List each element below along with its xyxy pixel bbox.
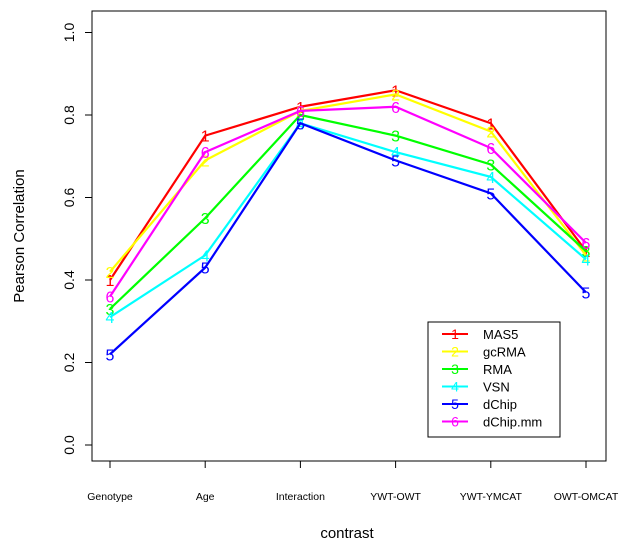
data-point-RMA: 3	[106, 302, 115, 319]
y-tick-label: 0.0	[61, 435, 77, 455]
series-line-gcRMA	[109, 93, 587, 273]
series-line-VSN	[109, 121, 587, 319]
data-point-dChip.mm: 6	[296, 104, 305, 121]
data-point-MAS5: 1	[296, 100, 305, 117]
data-point-dChip: 5	[391, 153, 400, 170]
legend: 1 MAS5 2 gcRMA 3 RMA 4 VSN 5 dChip 6 dChip.mm	[427, 321, 561, 438]
x-tick-label: OWT-OMCAT	[554, 491, 619, 503]
data-point-VSN: 4	[486, 170, 495, 187]
data-point-VSN: 4	[391, 145, 400, 162]
data-point-MAS5: 1	[582, 244, 591, 261]
legend-item-label: dChip	[483, 397, 517, 412]
data-point-dChip.mm: 6	[201, 145, 210, 162]
legend-item-label: VSN	[483, 380, 510, 395]
plot-frame	[91, 10, 607, 462]
data-point-gcRMA: 2	[201, 153, 210, 170]
x-tick-label: Age	[196, 491, 215, 503]
y-tick-label: 0.6	[61, 188, 77, 208]
legend-item-label: RMA	[483, 362, 512, 377]
legend-symbol: 3	[451, 361, 459, 377]
data-point-dChip: 5	[201, 261, 210, 278]
x-axis-title: contrast	[320, 525, 374, 542]
legend-symbol: 5	[451, 396, 459, 412]
data-point-RMA: 3	[296, 108, 305, 125]
data-point-MAS5: 1	[391, 83, 400, 100]
legend-box	[427, 321, 561, 438]
data-point-dChip: 5	[296, 116, 305, 133]
legend-symbol: 6	[451, 414, 459, 430]
legend-symbol: 2	[451, 344, 459, 360]
y-tick-label: 0.4	[61, 270, 77, 290]
x-tick-label: Genotype	[87, 491, 133, 503]
data-point-gcRMA: 2	[296, 104, 305, 121]
legend-item-label: dChip.mm	[483, 415, 542, 430]
y-tick-label: 0.8	[61, 105, 77, 125]
series-line-dChip	[109, 121, 587, 356]
x-tick-label: YWT-YMCAT	[460, 491, 523, 503]
data-point-dChip.mm: 6	[486, 141, 495, 158]
y-tick-label: 0.2	[61, 353, 77, 373]
data-point-dChip.mm: 6	[582, 236, 591, 253]
data-point-dChip: 5	[486, 186, 495, 203]
series-line-RMA	[109, 113, 587, 310]
data-point-MAS5: 1	[106, 273, 115, 290]
data-point-dChip.mm: 6	[391, 100, 400, 117]
data-point-MAS5: 1	[486, 116, 495, 133]
legend-symbol: 4	[451, 379, 459, 395]
x-tick-label: Interaction	[276, 491, 325, 503]
x-tick-label: YWT-OWT	[370, 491, 421, 503]
series-line-dChip.mm	[109, 105, 587, 298]
data-point-VSN: 4	[582, 252, 591, 269]
data-point-dChip: 5	[106, 347, 115, 364]
data-point-RMA: 3	[486, 158, 495, 175]
series-line-MAS5	[109, 89, 587, 281]
plot-area	[91, 10, 607, 462]
data-point-dChip.mm: 6	[106, 290, 115, 307]
data-point-gcRMA: 2	[391, 87, 400, 104]
x-axis: Genotype Age Interaction YWT-OWT YWT-YMCAT OW…	[87, 461, 619, 503]
data-point-RMA: 3	[391, 129, 400, 146]
y-axis-title: Pearson Correlation	[11, 169, 28, 302]
data-point-VSN: 4	[201, 248, 210, 265]
legend-symbol: 1	[451, 326, 459, 342]
data-point-gcRMA: 2	[582, 248, 591, 265]
data-point-RMA: 3	[201, 211, 210, 228]
legend-item-label: gcRMA	[483, 345, 526, 360]
data-point-dChip: 5	[582, 285, 591, 302]
data-point-RMA: 3	[582, 244, 591, 261]
data-point-VSN: 4	[106, 310, 115, 327]
data-point-MAS5: 1	[201, 129, 210, 146]
data-point-gcRMA: 2	[486, 125, 495, 142]
y-tick-label: 1.0	[61, 23, 77, 43]
legend-item-label: MAS5	[483, 327, 518, 342]
data-point-gcRMA: 2	[106, 265, 115, 282]
y-axis: 0.0 0.2 0.4 0.6 0.8 1.0	[61, 23, 92, 455]
